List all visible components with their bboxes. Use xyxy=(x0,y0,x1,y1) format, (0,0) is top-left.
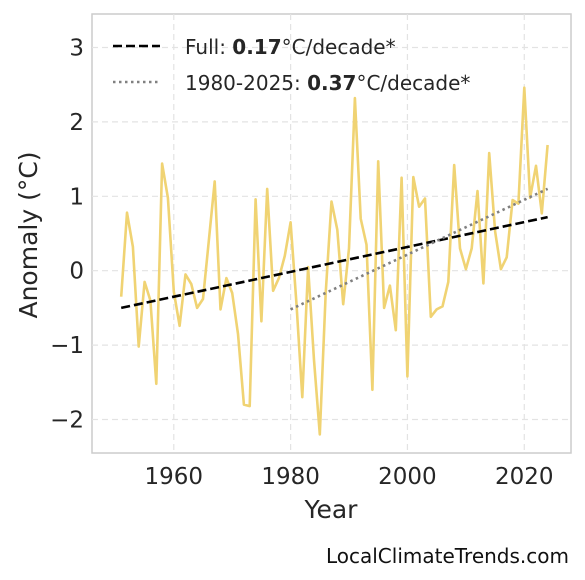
legend-full-text: Full: 0.17°C/decade* xyxy=(185,35,396,59)
y-tick-label: 2 xyxy=(69,110,84,136)
legend-recent-text: 1980-2025: 0.37°C/decade* xyxy=(185,71,470,95)
plot-area xyxy=(91,13,572,454)
x-tick-label: 1980 xyxy=(261,464,320,490)
anomaly-chart: 1960 1980 2000 2020 −2 −1 0 1 2 3 Full: 0.17°C/de… xyxy=(14,13,572,524)
y-tick-label: −1 xyxy=(50,333,84,359)
trend-line-full xyxy=(120,215,548,310)
anomaly-series-line xyxy=(119,86,549,436)
ticks: 1960 1980 2000 2020 −2 −1 0 1 2 3 xyxy=(50,35,553,490)
x-tick-label: 1960 xyxy=(145,464,204,490)
x-axis-label: Year xyxy=(304,495,359,524)
y-tick-label: −2 xyxy=(50,408,84,434)
trend-layer xyxy=(120,187,549,311)
y-tick-label: 0 xyxy=(69,259,84,285)
legend: Full: 0.17°C/decade* 1980-2025: 0.37°C/d… xyxy=(113,35,470,95)
y-tick-label: 1 xyxy=(69,184,84,210)
y-tick-label: 3 xyxy=(69,35,84,61)
x-tick-label: 2000 xyxy=(378,464,437,490)
x-tick-label: 2020 xyxy=(495,464,554,490)
series-layer xyxy=(119,86,549,436)
y-axis-label: Anomaly (°C) xyxy=(14,151,43,318)
watermark: LocalClimateTrends.com xyxy=(325,544,569,568)
